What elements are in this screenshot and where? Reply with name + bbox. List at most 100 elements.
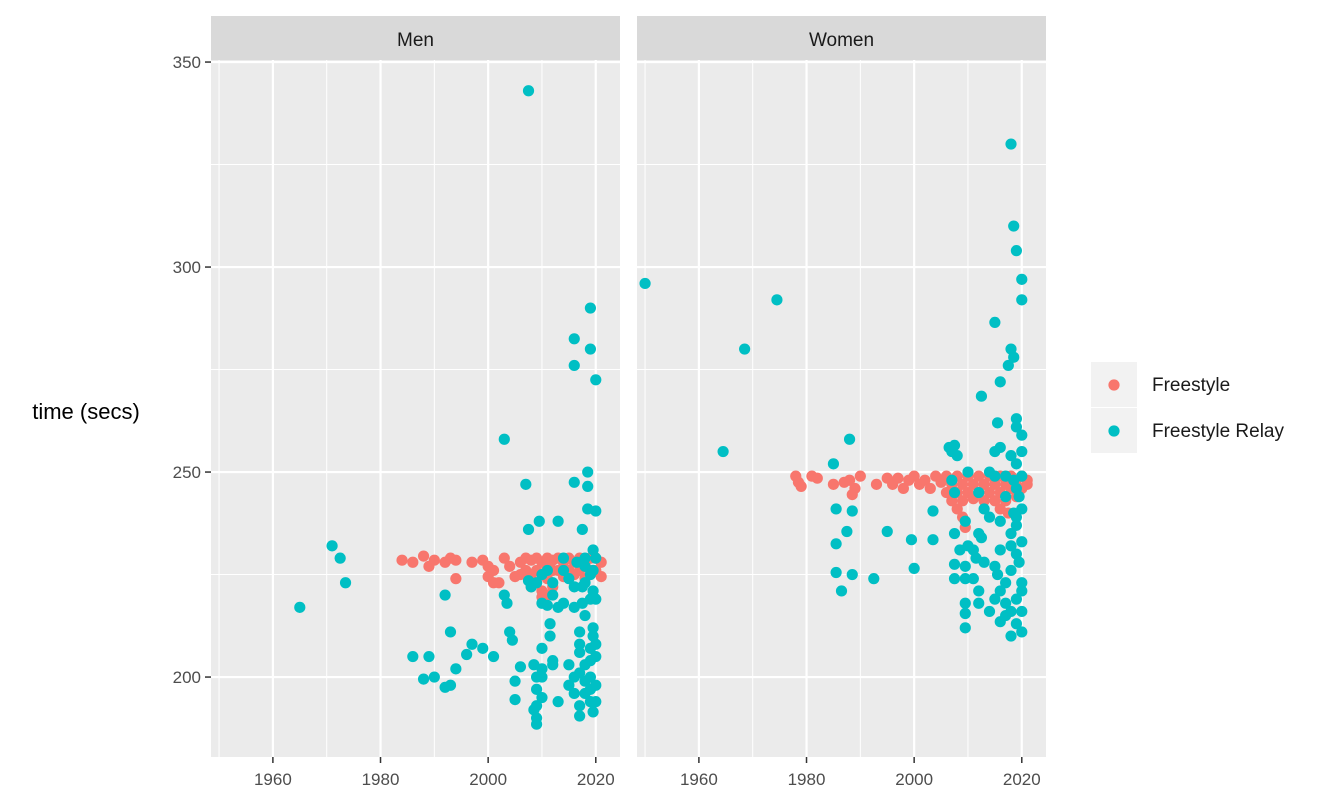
x-tick-label: 2020 <box>577 770 615 789</box>
data-point <box>590 696 602 708</box>
data-point <box>835 585 848 597</box>
data-point <box>522 85 535 97</box>
data-point <box>989 316 1001 328</box>
data-point <box>639 277 651 290</box>
data-point <box>574 646 586 659</box>
data-point <box>514 661 527 673</box>
data-point <box>1010 593 1023 605</box>
data-point <box>830 503 842 515</box>
data-point <box>428 554 440 566</box>
facet-strip-label: Men <box>397 30 434 51</box>
data-point <box>1005 138 1017 150</box>
data-point <box>989 478 1001 490</box>
data-point <box>536 691 548 704</box>
data-point <box>582 466 594 478</box>
data-point <box>1016 273 1028 285</box>
data-point <box>536 663 548 675</box>
data-point <box>568 581 580 593</box>
y-axis-title: time (secs) <box>32 399 140 424</box>
data-point <box>587 622 599 634</box>
data-point <box>827 458 840 470</box>
data-point <box>1010 245 1023 257</box>
series-freestyle-relay <box>639 138 1028 642</box>
data-point <box>959 560 971 572</box>
data-point <box>294 601 306 613</box>
data-point <box>849 482 861 495</box>
data-point <box>967 573 979 585</box>
data-point <box>959 573 971 585</box>
data-point <box>417 673 430 685</box>
data-point <box>1010 458 1023 470</box>
data-point <box>827 478 840 490</box>
data-point <box>830 538 842 550</box>
data-point <box>574 700 586 712</box>
data-point <box>461 648 473 661</box>
data-point <box>924 482 936 495</box>
data-point <box>568 687 580 700</box>
data-point <box>739 343 751 355</box>
x-tick-label: 2000 <box>469 770 507 789</box>
legend: Freestyle Freestyle Relay <box>1091 362 1284 453</box>
y-tick-label: 200 <box>173 668 201 687</box>
data-point <box>407 556 419 568</box>
legend-key-marker <box>1108 425 1120 437</box>
data-point <box>487 564 500 577</box>
data-point <box>590 679 602 691</box>
data-point <box>948 439 961 451</box>
data-point <box>590 650 602 663</box>
data-point <box>959 622 971 634</box>
data-point <box>927 534 939 546</box>
panel-background <box>637 60 1046 757</box>
data-point <box>547 589 559 601</box>
data-point <box>579 609 591 622</box>
data-point <box>973 597 985 609</box>
data-point <box>1005 540 1017 552</box>
x-tick-label: 1980 <box>788 770 826 789</box>
data-point <box>1016 470 1028 482</box>
data-point <box>466 638 478 650</box>
data-point <box>975 390 988 402</box>
data-point <box>590 593 602 605</box>
data-point <box>948 573 961 585</box>
data-point <box>846 568 858 581</box>
data-point <box>991 568 1004 581</box>
data-point <box>830 566 842 579</box>
data-point <box>717 445 729 458</box>
data-point <box>1005 605 1017 618</box>
data-point <box>959 607 971 620</box>
legend-key-marker <box>1108 379 1120 391</box>
data-point <box>962 466 974 478</box>
data-point <box>1021 478 1033 490</box>
data-point <box>978 556 990 568</box>
x-tick-label: 1980 <box>362 770 400 789</box>
data-point <box>501 597 513 609</box>
data-point <box>590 374 602 386</box>
data-point <box>509 675 521 687</box>
data-point <box>1002 359 1014 372</box>
data-point <box>339 577 352 589</box>
data-point <box>841 525 853 538</box>
data-point <box>846 505 858 517</box>
data-point <box>1008 220 1020 232</box>
data-point <box>881 525 893 538</box>
data-point <box>533 515 545 527</box>
data-point <box>978 503 990 515</box>
data-point <box>466 556 478 568</box>
data-point <box>396 554 408 566</box>
data-point <box>530 718 543 730</box>
data-point <box>1000 597 1012 609</box>
data-point <box>975 532 988 544</box>
data-point <box>439 589 451 601</box>
data-point <box>444 626 457 638</box>
data-point <box>843 433 856 445</box>
data-point <box>897 482 909 495</box>
data-point <box>498 433 510 445</box>
data-point <box>892 472 904 484</box>
data-point <box>587 564 599 577</box>
data-point <box>552 696 564 708</box>
data-point <box>582 480 594 492</box>
data-point <box>1000 577 1012 589</box>
data-point <box>552 515 564 527</box>
legend-label: Freestyle <box>1152 375 1230 396</box>
data-point <box>1005 564 1017 577</box>
